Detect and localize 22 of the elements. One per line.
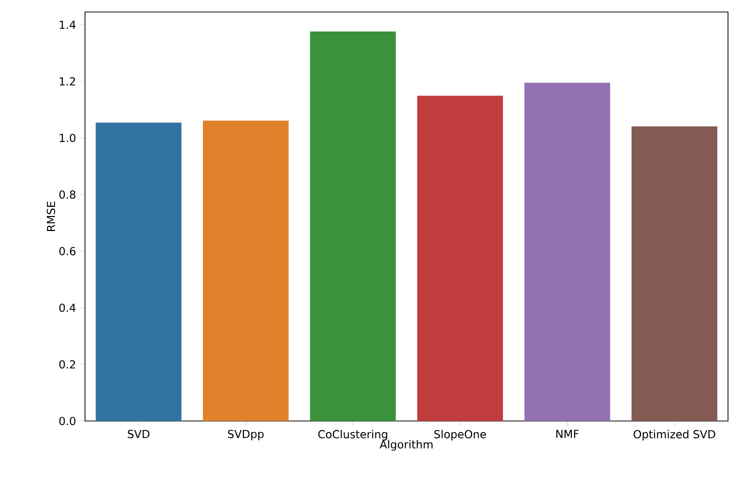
x-axis-title: Algorithm xyxy=(380,440,433,451)
x-tick-label: SVD xyxy=(128,430,150,438)
x-tick-label: NMF xyxy=(556,430,579,438)
x-tick-label: CoClustering xyxy=(318,430,388,440)
y-tick-label: 0.2 xyxy=(59,360,76,369)
y-tick-label: 1.4 xyxy=(60,20,76,29)
y-tick-label: 0.4 xyxy=(59,304,76,312)
y-tick-label: 0.0 xyxy=(59,416,76,426)
y-axis-title: RMSE xyxy=(46,202,56,231)
x-tick-label: SlopeOne xyxy=(434,430,486,440)
y-tick-label: 1.2 xyxy=(60,77,76,86)
bar xyxy=(417,96,503,421)
x-tick-label: SVDpp xyxy=(228,430,264,440)
x-tick-label: Optimized SVD xyxy=(634,430,716,440)
bar xyxy=(202,120,289,421)
y-tick-label: 1.0 xyxy=(60,134,76,142)
y-tick-label: 0.6 xyxy=(59,246,76,256)
bar xyxy=(96,122,182,421)
y-tick-label: 0.8 xyxy=(59,190,76,199)
bar xyxy=(310,32,396,421)
bar xyxy=(632,126,718,421)
bar xyxy=(524,82,610,421)
